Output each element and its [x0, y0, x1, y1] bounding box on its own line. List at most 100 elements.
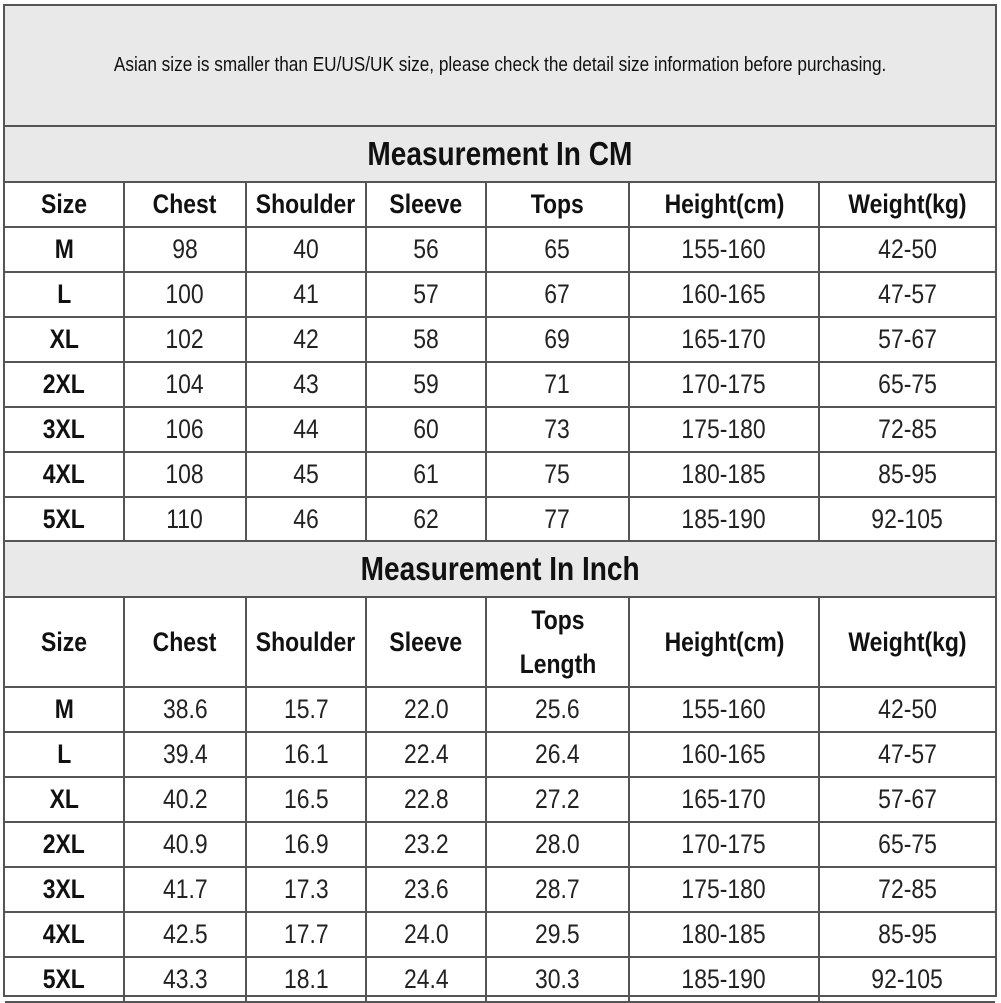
- table-cell: 160-165: [681, 279, 767, 309]
- table-row: L 39.4 16.1 22.4 26.4 160-165 47-57: [5, 731, 996, 778]
- table-cell: 42-50: [878, 694, 937, 724]
- table-cell: 23.2: [403, 829, 449, 859]
- table-cell: 77: [544, 504, 571, 534]
- table-cell: 73: [544, 414, 571, 444]
- column-header: Tops: [530, 189, 585, 219]
- table-cell: 185-190: [681, 504, 767, 534]
- table-cell: 25.6: [535, 694, 580, 724]
- table-cell: 180-185: [681, 919, 767, 949]
- table-cell: 42: [293, 324, 319, 354]
- table-row: M 38.6 15.7 22.0 25.6 155-160 42-50: [5, 686, 996, 733]
- column-header: Chest: [153, 626, 217, 657]
- table-cell: 110: [166, 504, 204, 534]
- table-cell: 41: [293, 279, 319, 309]
- table-cell: 17.3: [283, 874, 329, 904]
- column-header: Weight(kg): [848, 189, 967, 219]
- header-row: Size Chest Shoulder Sleeve Tops Height(cm) Wei…: [5, 181, 996, 228]
- table-cell: 46: [293, 504, 319, 534]
- table-cell: 44: [293, 414, 319, 444]
- table-cell: 3XL: [42, 414, 86, 444]
- column-header: Height(cm): [664, 189, 784, 219]
- column-header: Height(cm): [664, 626, 784, 657]
- table-cell: 85-95: [878, 459, 937, 489]
- table-cell: 38.6: [162, 694, 208, 724]
- table-cell: 61: [413, 459, 439, 489]
- table-row: M 98 40 56 65 155-160 42-50: [5, 226, 996, 273]
- table-cell: 102: [165, 324, 205, 354]
- header-row: Size Chest Shoulder Sleeve Tops Length Height(…: [5, 596, 996, 688]
- table-cell: 27.2: [535, 784, 580, 814]
- table-cell: 5XL: [42, 964, 86, 994]
- table-cell: 170-175: [681, 369, 767, 399]
- table-row: L 100 41 57 67 160-165 47-57: [5, 271, 996, 318]
- table-cell: 17.7: [283, 919, 329, 949]
- table-cell: 92-105: [871, 964, 944, 994]
- table-cell: 165-170: [681, 324, 767, 354]
- table-cell: 16.1: [283, 739, 329, 769]
- table-cell: 40: [293, 234, 319, 264]
- column-header: Weight(kg): [848, 626, 967, 657]
- cm-table: Measurement In CM Size Chest Shoulder Sleeve…: [5, 125, 996, 543]
- table-cell: 16.5: [283, 784, 329, 814]
- table-cell: 57: [413, 279, 439, 309]
- table-cell: L: [56, 739, 72, 769]
- table-cell: 15.7: [283, 694, 329, 724]
- column-header: Tops Length: [519, 605, 596, 679]
- table-cell: 43.3: [162, 964, 208, 994]
- table-cell: XL: [49, 324, 79, 354]
- table-cell: 22.4: [403, 739, 449, 769]
- table-row: 3XL 106 44 60 73 175-180 72-85: [5, 406, 996, 453]
- table-cell: 2XL: [42, 369, 86, 399]
- table-cell: 57-67: [878, 324, 937, 354]
- table-cell: 30.3: [535, 964, 580, 994]
- table-row: XL 40.2 16.5 22.8 27.2 165-170 57-67: [5, 776, 996, 823]
- table-row: 2XL 40.9 16.9 23.2 28.0 170-175 65-75: [5, 821, 996, 868]
- table-row: 5XL 110 46 62 77 185-190 92-105: [5, 496, 996, 543]
- table-cell: 60: [413, 414, 439, 444]
- table-cell: M: [54, 234, 74, 264]
- table-cell: 47-57: [878, 739, 937, 769]
- table-cell: 65-75: [878, 369, 937, 399]
- table-cell: 42.5: [162, 919, 208, 949]
- size-chart: Asian size is smaller than EU/US/UK size…: [3, 4, 997, 1003]
- table-cell: 28.0: [535, 829, 580, 859]
- table-title-row: Measurement In Inch: [5, 540, 996, 598]
- table-cell: 45: [293, 459, 319, 489]
- table-cell: 67: [544, 279, 571, 309]
- table-title: Measurement In Inch: [360, 550, 640, 587]
- table-cell: 72-85: [878, 874, 937, 904]
- table-cell: 23.6: [403, 874, 449, 904]
- inch-table: Measurement In Inch Size Chest Shoulder Slee…: [5, 540, 996, 1003]
- table-cell: 28.7: [535, 874, 580, 904]
- size-note-text: Asian size is smaller than EU/US/UK size…: [113, 54, 887, 76]
- column-header: Sleeve: [389, 189, 463, 219]
- table-cell: 58: [413, 324, 439, 354]
- table-cell: 106: [165, 414, 205, 444]
- table-row: 5XL 43.3 18.1 24.4 30.3 185-190 92-105: [5, 956, 996, 1003]
- table-row: 3XL 41.7 17.3 23.6 28.7 175-180 72-85: [5, 866, 996, 913]
- table-cell: 2XL: [42, 829, 86, 859]
- column-header: Size: [41, 626, 87, 657]
- table-cell: 175-180: [681, 874, 767, 904]
- table-cell: 56: [413, 234, 439, 264]
- table-title: Measurement In CM: [367, 135, 633, 172]
- table-cell: 108: [165, 459, 205, 489]
- table-cell: 170-175: [681, 829, 767, 859]
- table-cell: 22.8: [403, 784, 449, 814]
- table-cell: 57-67: [878, 784, 937, 814]
- table-cell: 72-85: [878, 414, 937, 444]
- table-cell: 65: [544, 234, 571, 264]
- table-cell: 16.9: [283, 829, 329, 859]
- size-note: Asian size is smaller than EU/US/UK size…: [5, 6, 995, 127]
- table-cell: 26.4: [535, 739, 580, 769]
- table-cell: 24.0: [403, 919, 449, 949]
- table-cell: 100: [165, 279, 205, 309]
- column-header: Sleeve: [389, 626, 463, 657]
- table-cell: 62: [413, 504, 439, 534]
- table-cell: 165-170: [681, 784, 767, 814]
- table-cell: 4XL: [42, 919, 86, 949]
- table-cell: 29.5: [535, 919, 580, 949]
- table-cell: 75: [544, 459, 571, 489]
- table-row: 2XL 104 43 59 71 170-175 65-75: [5, 361, 996, 408]
- table-cell: 40.2: [162, 784, 208, 814]
